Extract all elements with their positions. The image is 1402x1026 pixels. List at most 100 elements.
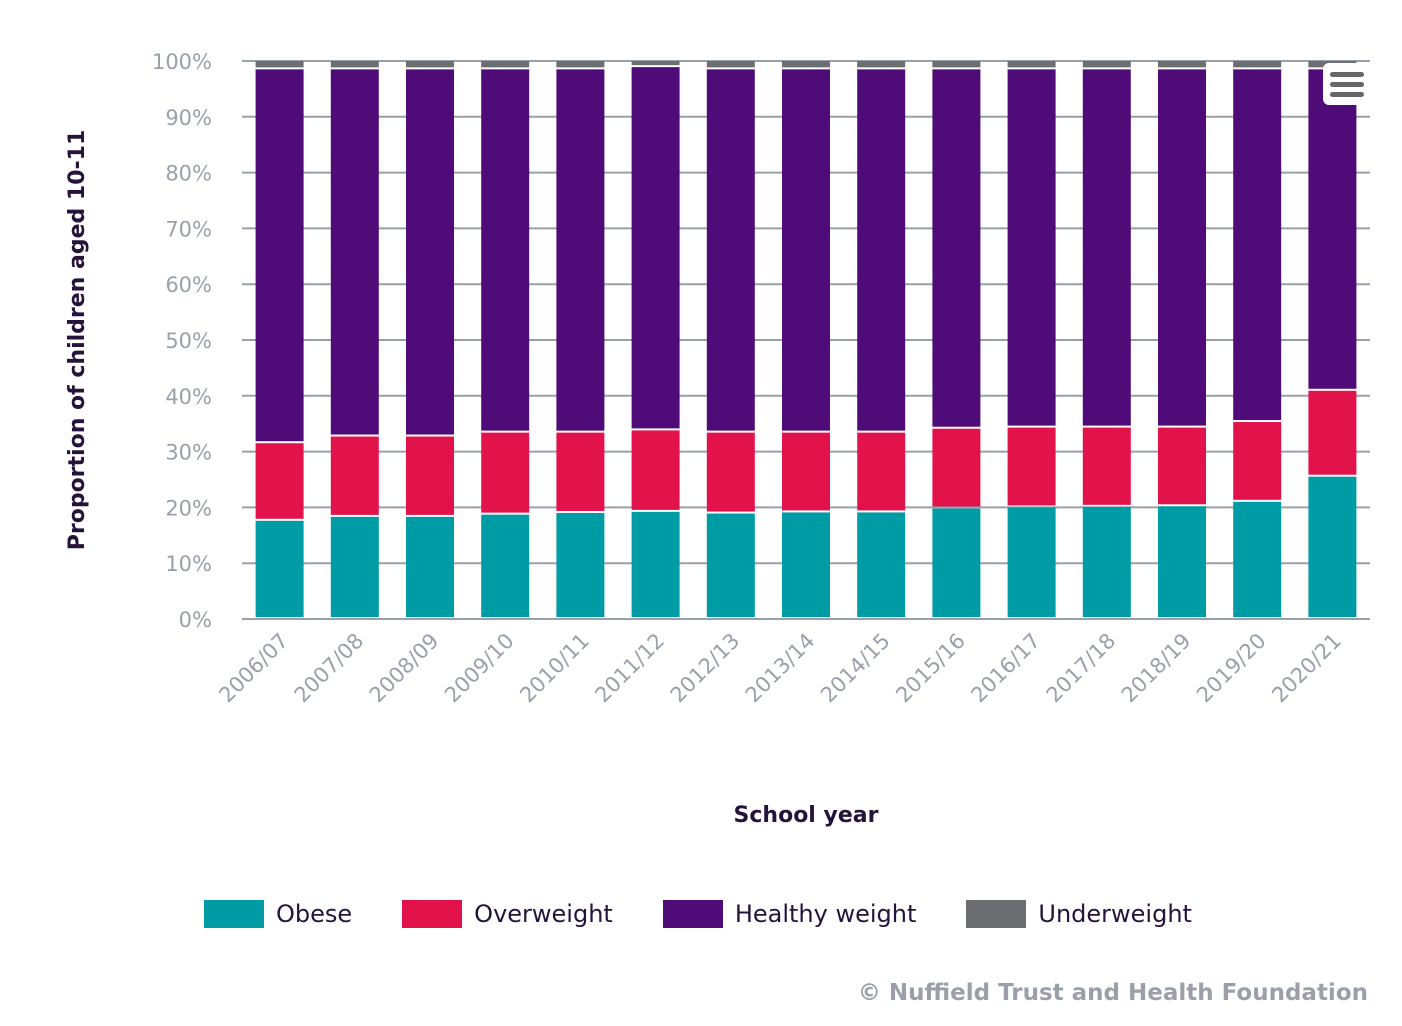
bar-obese[interactable] (1082, 506, 1131, 617)
bar-overweight[interactable] (1308, 390, 1357, 475)
x-tick-label: 2019/20 (1192, 629, 1271, 708)
x-tick-label: 2015/16 (891, 629, 970, 708)
x-tick-label: 2007/08 (290, 629, 369, 708)
bar-obese[interactable] (857, 512, 906, 617)
bar-underweight[interactable] (631, 61, 680, 66)
bar-obese[interactable] (1233, 501, 1282, 617)
legend: Obese Overweight Healthy weight Underweight (204, 900, 1242, 928)
bar-underweight[interactable] (1082, 61, 1131, 68)
bar-healthy-weight[interactable] (1308, 69, 1357, 389)
legend-label: Obese (276, 900, 353, 928)
x-tick-label: 2020/21 (1267, 629, 1346, 708)
bars (255, 61, 1357, 617)
bar-overweight[interactable] (481, 432, 530, 513)
y-axis-title: Proportion of children aged 10-11 (65, 130, 90, 551)
hamburger-line (1330, 91, 1364, 97)
x-axis-title: School year (734, 803, 879, 828)
bar-underweight[interactable] (706, 61, 755, 68)
x-tick-label: 2006/07 (214, 629, 293, 708)
bar-obese[interactable] (481, 514, 530, 617)
bar-healthy-weight[interactable] (481, 69, 530, 431)
bar-overweight[interactable] (631, 430, 680, 510)
bar-overweight[interactable] (782, 432, 830, 511)
bar-healthy-weight[interactable] (1233, 69, 1282, 421)
bar-healthy-weight[interactable] (255, 69, 304, 442)
bar-obese[interactable] (255, 520, 304, 617)
bar-obese[interactable] (556, 512, 605, 617)
legend-label: Underweight (1038, 900, 1192, 928)
bar-obese[interactable] (330, 516, 379, 617)
legend-item-healthy-weight[interactable]: Healthy weight (662, 900, 917, 928)
bar-healthy-weight[interactable] (857, 69, 906, 431)
bar-obese[interactable] (1308, 476, 1357, 617)
y-tick-label: 30% (165, 441, 212, 465)
x-tick-label: 2018/19 (1117, 629, 1196, 708)
bar-obese[interactable] (406, 516, 454, 617)
bar-obese[interactable] (1158, 506, 1206, 617)
x-tick-label: 2012/13 (666, 629, 745, 708)
y-tick-label: 70% (165, 217, 212, 241)
x-tick-label: 2011/12 (590, 629, 669, 708)
bar-overweight[interactable] (406, 436, 454, 515)
legend-item-overweight[interactable]: Overweight (402, 900, 613, 928)
bar-overweight[interactable] (255, 443, 304, 519)
bar-overweight[interactable] (330, 436, 379, 515)
bar-underweight[interactable] (255, 61, 304, 68)
hamburger-line (1330, 81, 1364, 87)
bar-healthy-weight[interactable] (556, 69, 605, 431)
chart-menu-button[interactable] (1323, 63, 1371, 105)
y-tick-label: 60% (165, 273, 212, 297)
y-tick-label: 10% (165, 552, 212, 576)
bar-underweight[interactable] (932, 61, 981, 68)
bar-obese[interactable] (706, 513, 755, 617)
y-tick-label: 20% (165, 496, 212, 520)
legend-swatch (402, 900, 463, 928)
bar-underweight[interactable] (857, 61, 906, 68)
bar-overweight[interactable] (857, 432, 906, 511)
x-tick-label: 2017/18 (1042, 629, 1121, 708)
bar-underweight[interactable] (406, 61, 454, 68)
legend-item-obese[interactable]: Obese (204, 900, 352, 928)
stacked-bar-chart: 0% 10% 20% 30% 40% 50% 60% 70% 80% 90% 100% 2006/0… (65, 50, 1370, 828)
bar-overweight[interactable] (556, 432, 605, 511)
legend-swatch (966, 900, 1027, 928)
bar-obese[interactable] (932, 508, 981, 617)
bar-overweight[interactable] (1233, 422, 1282, 500)
legend-label: Healthy weight (734, 900, 917, 928)
x-tick-label: 2010/11 (515, 629, 594, 708)
x-tick-label: 2008/09 (365, 629, 444, 708)
bar-healthy-weight[interactable] (406, 69, 454, 435)
bar-overweight[interactable] (1158, 427, 1206, 505)
bar-underweight[interactable] (481, 61, 530, 68)
bar-healthy-weight[interactable] (782, 69, 830, 431)
x-tick-label: 2009/10 (440, 629, 519, 708)
bar-underweight[interactable] (1158, 61, 1206, 68)
bar-obese[interactable] (782, 512, 830, 617)
bar-underweight[interactable] (782, 61, 830, 68)
bar-overweight[interactable] (1007, 427, 1056, 506)
bar-obese[interactable] (1007, 507, 1056, 617)
y-tick-label: 50% (165, 329, 212, 353)
bar-healthy-weight[interactable] (1007, 69, 1056, 426)
bar-overweight[interactable] (706, 432, 755, 512)
bar-overweight[interactable] (932, 428, 981, 507)
hamburger-menu-icon (1330, 71, 1364, 77)
bar-healthy-weight[interactable] (932, 69, 981, 427)
bar-healthy-weight[interactable] (330, 69, 379, 435)
bar-healthy-weight[interactable] (706, 69, 755, 431)
bar-healthy-weight[interactable] (1158, 69, 1206, 426)
bar-underweight[interactable] (1233, 61, 1282, 68)
bar-healthy-weight[interactable] (1082, 69, 1131, 426)
y-tick-label: 0% (179, 608, 212, 632)
y-tick-label: 90% (165, 106, 212, 130)
bar-underweight[interactable] (556, 61, 605, 68)
legend-label: Overweight (474, 900, 613, 928)
bar-underweight[interactable] (1007, 61, 1056, 68)
y-tick-label: 40% (165, 385, 212, 409)
legend-swatch (204, 900, 264, 928)
legend-item-underweight[interactable]: Underweight (966, 900, 1192, 928)
bar-overweight[interactable] (1082, 427, 1131, 505)
bar-healthy-weight[interactable] (631, 67, 680, 429)
bar-underweight[interactable] (330, 61, 379, 68)
bar-obese[interactable] (631, 511, 680, 617)
